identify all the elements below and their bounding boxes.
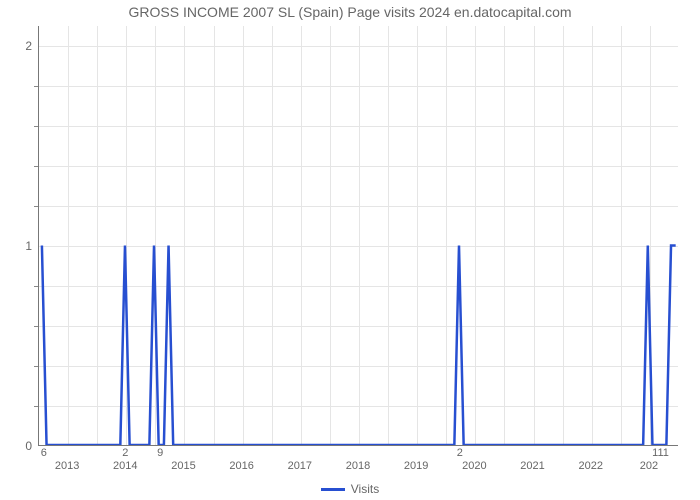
plot-area	[38, 26, 678, 446]
legend-swatch	[321, 488, 345, 491]
chart-container: GROSS INCOME 2007 SL (Spain) Page visits…	[0, 0, 700, 500]
value-label: 111	[652, 447, 669, 459]
x-tick-label: 2019	[404, 460, 428, 472]
x-tick-label: 2022	[578, 460, 602, 472]
series-line	[39, 26, 678, 445]
visits-line	[42, 245, 676, 445]
x-tick-label: 2021	[520, 460, 544, 472]
legend: Visits	[0, 482, 700, 496]
x-tick-label: 2020	[462, 460, 486, 472]
legend-label: Visits	[351, 482, 379, 496]
x-tick-label: 2017	[288, 460, 312, 472]
x-tick-label: 2015	[171, 460, 195, 472]
y-tick-minor	[34, 406, 38, 407]
y-tick-minor	[34, 326, 38, 327]
value-label: 6	[41, 447, 47, 459]
x-tick-label: 2014	[113, 460, 137, 472]
x-tick-label: 2016	[229, 460, 253, 472]
x-tick-label: 2013	[55, 460, 79, 472]
value-label: 2	[457, 447, 463, 459]
y-tick-minor	[34, 126, 38, 127]
value-label: 2	[122, 447, 128, 459]
value-label: 9	[157, 447, 163, 459]
x-tick-label: 202	[640, 460, 658, 472]
y-tick-minor	[34, 86, 38, 87]
x-tick-label: 2018	[346, 460, 370, 472]
y-tick-label: 1	[6, 239, 32, 253]
y-tick-minor	[34, 286, 38, 287]
y-tick-minor	[34, 366, 38, 367]
y-tick-minor	[34, 206, 38, 207]
plot-inner	[39, 26, 678, 445]
y-tick-minor	[34, 166, 38, 167]
y-tick-label: 2	[6, 39, 32, 53]
chart-title: GROSS INCOME 2007 SL (Spain) Page visits…	[0, 4, 700, 20]
y-tick-label: 0	[6, 439, 32, 453]
